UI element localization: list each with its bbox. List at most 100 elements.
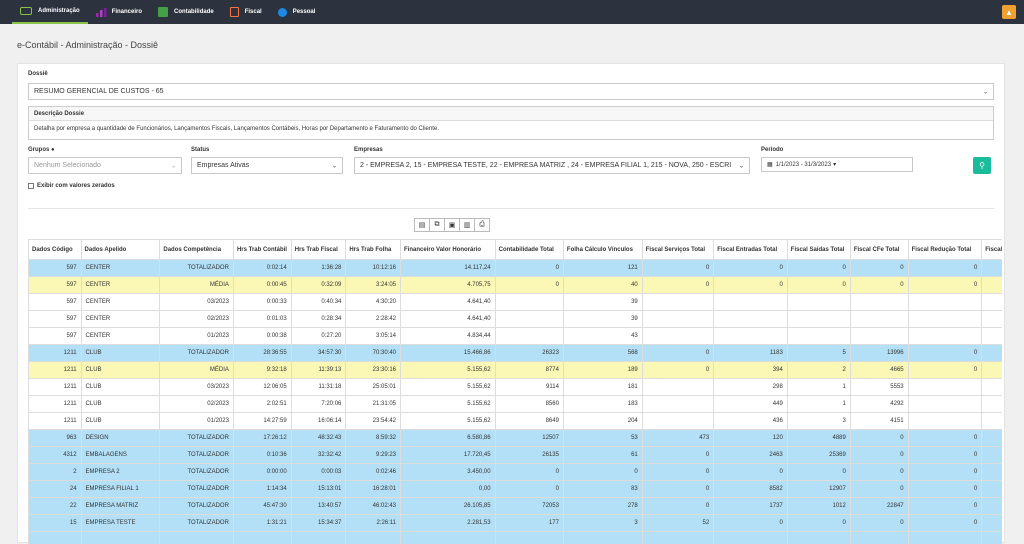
periodo-picker[interactable]: ▦ 1/1/2023 - 31/3/2023 ▾ — [761, 157, 913, 172]
table-cell: 473 — [642, 430, 713, 447]
column-header[interactable]: Folha Cálculo Vínculos — [563, 240, 642, 260]
table-cell: 0 — [787, 464, 850, 481]
table-cell: CENTER — [81, 328, 160, 345]
table-cell: 5553 — [850, 379, 908, 396]
nav-item-administracao[interactable]: Administração — [12, 0, 88, 24]
nav-label: Administração — [38, 8, 80, 14]
table-cell: EMPRESA TESTE — [81, 515, 160, 532]
nav-item-fiscal[interactable]: Fiscal — [222, 0, 270, 24]
column-header[interactable]: Hrs Trab Fiscal — [291, 240, 346, 260]
table-cell: 597 — [29, 277, 82, 294]
column-header[interactable]: Dados Competência — [160, 240, 234, 260]
descricao-text: Detalha por empresa a quantidade de Func… — [29, 121, 993, 137]
table-cell — [714, 311, 788, 328]
nav-item-contabilidade[interactable]: Contabilidade — [150, 0, 222, 24]
table-cell — [850, 311, 908, 328]
column-header[interactable]: Fiscal Serviço Tomad — [982, 240, 1002, 260]
table-cell: 9:32:18 — [233, 362, 291, 379]
grupos-select[interactable]: Nenhum Selecionado ⌄ — [28, 157, 182, 174]
table-cell: 1211 — [29, 413, 82, 430]
column-header[interactable]: Hrs Trab Contábil — [233, 240, 291, 260]
table-cell: 0:32:09 — [291, 277, 346, 294]
column-header[interactable]: Hrs Trab Folha — [346, 240, 401, 260]
table-row[interactable] — [29, 532, 1003, 544]
column-header[interactable]: Dados Código — [29, 240, 82, 260]
table-cell: 4312 — [29, 447, 82, 464]
table-cell: 01/2023 — [160, 413, 234, 430]
column-header[interactable]: Contabilidade Total — [495, 240, 563, 260]
table-cell: 0 — [850, 481, 908, 498]
table-cell: 0 — [642, 464, 713, 481]
table-cell: 0 — [714, 277, 788, 294]
table-cell — [982, 311, 1002, 328]
table-cell: 1:31:21 — [233, 515, 291, 532]
nav-label: Financeiro — [112, 9, 142, 15]
table-cell: 120 — [714, 430, 788, 447]
column-header[interactable]: Dados Apelido — [81, 240, 160, 260]
table-cell — [850, 532, 908, 544]
column-header[interactable]: Financeiro Valor Honorário — [401, 240, 496, 260]
print-icon[interactable]: ⎙ — [474, 218, 490, 232]
checkbox-box[interactable] — [28, 183, 34, 189]
table-cell — [908, 294, 982, 311]
pdf-icon[interactable]: ▥ — [459, 218, 475, 232]
table-cell: 26323 — [495, 345, 563, 362]
column-header[interactable]: Fiscal Saídas Total — [787, 240, 850, 260]
column-header[interactable]: Fiscal CFe Total — [850, 240, 908, 260]
status-select[interactable]: Empresas Ativas ⌄ — [191, 157, 343, 174]
table-cell: 0,00 — [401, 481, 496, 498]
table-cell — [642, 311, 713, 328]
table-cell: 0 — [642, 345, 713, 362]
zerados-checkbox[interactable]: Exibir com valores zerados — [28, 183, 115, 189]
dossie-select[interactable]: RESUMO GERENCIAL DE CUSTOS - 65 ⌄ — [28, 83, 994, 100]
table-cell: 597 — [29, 294, 82, 311]
table-cell: 01/2023 — [160, 328, 234, 345]
chart-icon — [96, 8, 106, 17]
info-icon[interactable]: ● — [51, 147, 55, 153]
table-cell: 0 — [642, 498, 713, 515]
table-cell — [908, 311, 982, 328]
table-cell: MÉDIA — [160, 277, 234, 294]
empresas-value: 2 - EMPRESA 2, 15 - EMPRESA TESTE, 22 - … — [360, 162, 731, 169]
search-button[interactable]: ⚲ — [973, 157, 991, 174]
search-icon: ⚲ — [979, 161, 985, 170]
table-cell: 02/2023 — [160, 396, 234, 413]
table-cell: 12:06:05 — [233, 379, 291, 396]
table-cell — [495, 532, 563, 544]
table-cell: 8:59:32 — [346, 430, 401, 447]
table-cell: CLUB — [81, 362, 160, 379]
nav-item-pessoal[interactable]: Pessoal — [270, 0, 324, 24]
bell-icon[interactable]: ▲ — [1002, 5, 1016, 19]
column-header[interactable]: Fiscal Entradas Total — [714, 240, 788, 260]
copy-icon[interactable]: ⧉ — [429, 218, 445, 232]
excel-icon[interactable]: ▣ — [444, 218, 460, 232]
column-header[interactable]: Fiscal Serviços Total — [642, 240, 713, 260]
table-cell: 8582 — [714, 481, 788, 498]
columns-icon[interactable]: ▤ — [414, 218, 430, 232]
table-cell: 83 — [563, 481, 642, 498]
table-cell: DESIGN — [81, 430, 160, 447]
empresas-select[interactable]: 2 - EMPRESA 2, 15 - EMPRESA TESTE, 22 - … — [354, 157, 750, 174]
column-header[interactable]: Fiscal Redução Total — [908, 240, 982, 260]
table-cell: 1211 — [29, 362, 82, 379]
table-cell: 0 — [495, 464, 563, 481]
nav-item-financeiro[interactable]: Financeiro — [88, 0, 150, 24]
table-cell: 2:02:51 — [233, 396, 291, 413]
